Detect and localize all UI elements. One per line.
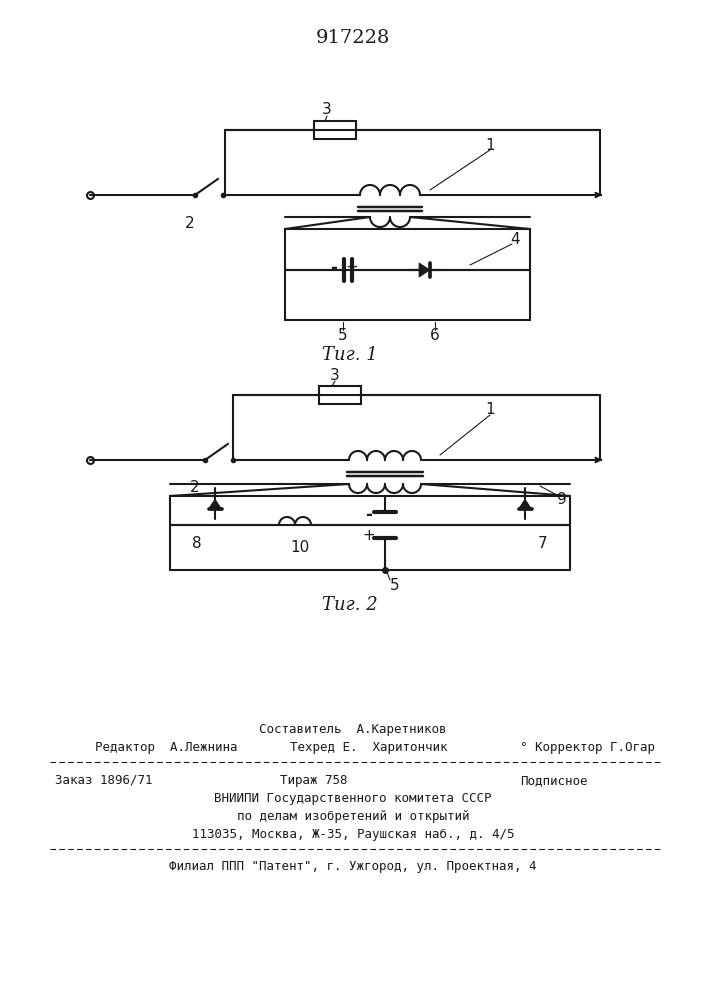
- Bar: [285, 229, 530, 320]
- Text: Заказ 1896/71: Заказ 1896/71: [55, 774, 153, 787]
- Text: ВНИИПИ Государственного комитета СССР: ВНИИПИ Государственного комитета СССР: [214, 792, 492, 805]
- Text: 9: 9: [557, 491, 567, 506]
- Text: Филиал ППП "Патент", г. Ужгород, ул. Проектная, 4: Филиал ППП "Патент", г. Ужгород, ул. Про…: [169, 860, 537, 873]
- Text: Составитель  А.Каретников: Составитель А.Каретников: [259, 724, 447, 736]
- Text: -: -: [366, 506, 373, 524]
- Text: 3: 3: [322, 103, 332, 117]
- Text: 7: 7: [538, 536, 548, 550]
- Text: 113035, Москва, Ж-35, Раушская наб., д. 4/5: 113035, Москва, Ж-35, Раушская наб., д. …: [192, 828, 514, 841]
- Text: 2: 2: [185, 216, 195, 231]
- Polygon shape: [209, 499, 221, 509]
- Text: -: -: [331, 259, 337, 277]
- Text: 8: 8: [192, 536, 201, 550]
- Text: 10: 10: [291, 540, 310, 554]
- Text: ° Корректор Г.Огар: ° Корректор Г.Огар: [520, 742, 655, 754]
- Text: Подписное: Подписное: [520, 774, 588, 787]
- Bar: [314, 121, 356, 139]
- Bar: [170, 496, 570, 570]
- Text: 1: 1: [485, 402, 495, 418]
- Text: 4: 4: [510, 232, 520, 247]
- Text: Τиг. 1: Τиг. 1: [322, 346, 378, 364]
- Text: 6: 6: [430, 328, 440, 344]
- Text: 2: 2: [190, 481, 200, 495]
- Text: по делам изобретений и открытий: по делам изобретений и открытий: [237, 810, 469, 823]
- Text: Тираж 758: Тираж 758: [280, 774, 348, 787]
- Bar: [319, 386, 361, 404]
- Text: 917228: 917228: [316, 29, 390, 47]
- Text: 5: 5: [338, 328, 348, 344]
- Text: Техред Е.  Харитончик: Техред Е. Харитончик: [290, 742, 448, 754]
- Text: +: +: [346, 260, 358, 275]
- Text: Редактор  А.Лежнина: Редактор А.Лежнина: [95, 742, 238, 754]
- Text: 1: 1: [485, 137, 495, 152]
- Text: 3: 3: [330, 367, 340, 382]
- Text: Τиг. 2: Τиг. 2: [322, 596, 378, 614]
- Polygon shape: [518, 499, 532, 509]
- Text: +: +: [363, 528, 375, 542]
- Text: 5: 5: [390, 578, 400, 592]
- Polygon shape: [419, 263, 430, 277]
